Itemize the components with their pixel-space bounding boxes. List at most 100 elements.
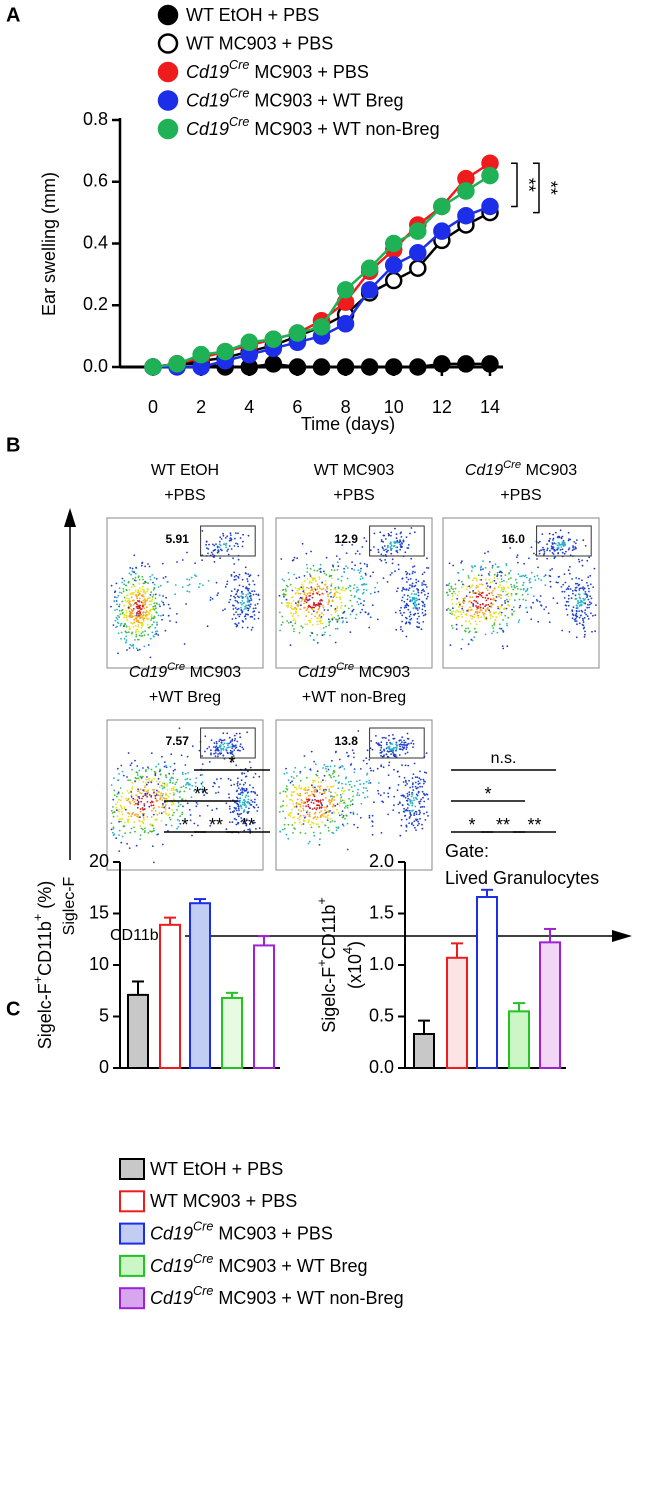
event-dot [217, 791, 220, 794]
event-dot [400, 824, 403, 827]
event-dot [592, 614, 594, 617]
event-dot [142, 767, 144, 769]
event-dot [582, 617, 584, 620]
event-dot [368, 779, 371, 782]
event-dot [408, 596, 411, 599]
event-dot [228, 736, 231, 739]
event-dot [240, 812, 243, 815]
event-dot [180, 754, 183, 757]
event-dot [366, 773, 368, 776]
event-dot [208, 543, 210, 546]
x-tick-label: 4 [244, 397, 254, 417]
event-dot [406, 744, 408, 746]
event-dot [310, 617, 313, 620]
gate-value: 7.57 [166, 734, 190, 748]
event-dot [135, 620, 138, 623]
event-dot [258, 827, 261, 830]
event-dot [490, 602, 493, 605]
x-tick-label: 6 [292, 397, 302, 417]
event-dot [118, 850, 121, 852]
event-dot [118, 810, 120, 813]
event-dot [194, 562, 197, 564]
event-dot [149, 830, 152, 833]
event-dot [415, 593, 418, 596]
event-dot [409, 611, 412, 614]
event-dot [118, 587, 121, 590]
event-dot [571, 549, 574, 552]
event-dot [405, 536, 408, 538]
event-dot [579, 597, 582, 600]
event-dot [301, 598, 304, 601]
event-dot [161, 806, 163, 809]
event-dot [342, 586, 344, 588]
event-dot [121, 581, 124, 584]
event-dot [331, 786, 334, 788]
event-dot [291, 808, 293, 811]
event-dot [111, 831, 114, 834]
event-dot [280, 602, 283, 604]
event-dot [232, 557, 235, 560]
event-dot [420, 591, 423, 594]
event-dot [475, 600, 477, 603]
event-dot [293, 608, 295, 610]
event-dot [141, 595, 144, 598]
event-dot [327, 618, 330, 621]
event-dot [244, 767, 247, 770]
event-dot [333, 812, 335, 814]
event-dot [135, 616, 138, 619]
event-dot [333, 775, 335, 778]
event-dot [148, 603, 151, 606]
data-point [457, 206, 475, 225]
event-dot [530, 586, 533, 589]
event-dot [299, 831, 302, 834]
event-dot [233, 579, 236, 581]
event-dot [324, 779, 327, 782]
event-dot [153, 770, 156, 773]
event-dot [155, 607, 157, 610]
event-dot [304, 792, 307, 795]
event-dot [513, 610, 515, 613]
event-dot [131, 615, 134, 618]
event-dot [285, 804, 288, 807]
event-dot [233, 613, 235, 616]
event-dot [234, 622, 237, 625]
event-dot [147, 644, 150, 646]
event-dot [236, 543, 239, 545]
event-dot [493, 623, 496, 626]
event-dot [298, 787, 300, 789]
event-dot [279, 792, 281, 795]
event-dot [404, 764, 407, 767]
event-dot [462, 583, 464, 586]
event-dot [406, 737, 409, 740]
event-dot [372, 571, 374, 574]
event-dot [249, 605, 251, 608]
event-dot [312, 638, 315, 641]
event-dot [285, 767, 287, 770]
y-tick-label: 0.0 [83, 356, 108, 376]
event-dot [152, 827, 155, 830]
event-dot [160, 584, 162, 587]
event-dot [144, 599, 147, 602]
event-dot [240, 595, 243, 598]
event-dot [421, 827, 424, 830]
event-dot [403, 594, 406, 596]
event-dot [509, 547, 512, 549]
event-dot [462, 568, 464, 571]
event-dot [382, 541, 385, 543]
event-dot [170, 787, 173, 790]
event-dot [418, 598, 421, 601]
event-dot [141, 797, 143, 800]
event-dot [315, 773, 318, 776]
event-dot [345, 783, 347, 785]
event-dot [415, 578, 418, 581]
event-dot [455, 623, 458, 626]
event-dot [363, 588, 365, 591]
event-dot [281, 589, 284, 591]
event-dot [369, 767, 372, 770]
event-dot [318, 578, 321, 580]
event-dot [342, 815, 345, 817]
event-dot [115, 837, 118, 840]
legend-label: Cd19Cre MC903 + PBS [186, 58, 369, 81]
plot-title: Cd19Cre MC903 [129, 661, 241, 681]
